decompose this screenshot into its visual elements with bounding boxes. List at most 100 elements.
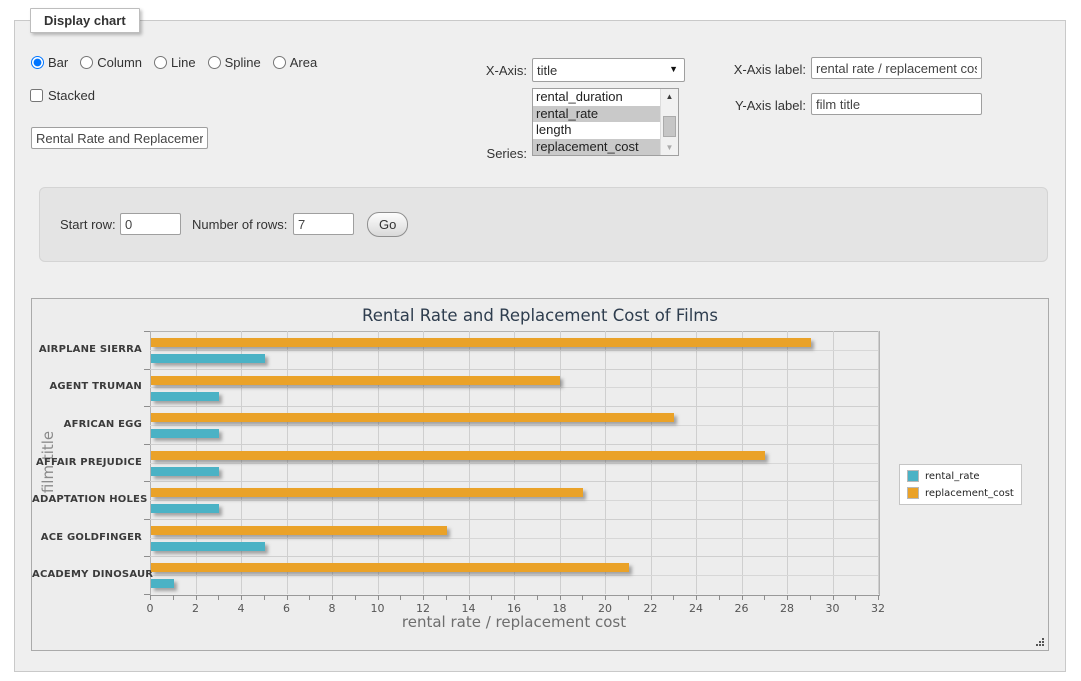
x-axis-tick	[855, 595, 856, 600]
gridline-horizontal-center	[150, 425, 878, 426]
chart-type-radio-label: Column	[97, 55, 142, 70]
bar-replacement_cost	[151, 338, 811, 347]
x-axis-tick	[173, 595, 174, 600]
x-axis-label-input[interactable]	[811, 57, 982, 79]
x-tick-label: 30	[818, 602, 848, 615]
x-axis-tick	[696, 595, 697, 600]
x-axis-tick	[673, 595, 674, 600]
chart-type-radio-spline[interactable]	[208, 56, 221, 69]
x-axis-tick	[810, 595, 811, 600]
x-axis-tick	[764, 595, 765, 600]
x-tick-label: 0	[135, 602, 165, 615]
x-tick-label: 26	[727, 602, 757, 615]
gridline-horizontal-center	[150, 387, 878, 388]
x-axis-caption: X-Axis:	[470, 63, 527, 78]
x-axis-title: rental rate / replacement cost	[150, 613, 878, 631]
x-axis-label-caption: X-Axis label:	[715, 62, 806, 77]
x-axis-tick	[150, 595, 151, 600]
y-axis-tick	[144, 481, 150, 482]
y-axis-tick	[144, 444, 150, 445]
legend-swatch-rental_rate	[907, 470, 919, 482]
resize-grip-icon[interactable]	[1042, 644, 1044, 646]
x-tick-label: 12	[408, 602, 438, 615]
y-axis-tick	[144, 369, 150, 370]
x-axis-tick	[560, 595, 561, 600]
x-axis-select[interactable]: title	[532, 58, 685, 82]
chart-type-radio-area[interactable]	[273, 56, 286, 69]
gridline-horizontal-center	[150, 350, 878, 351]
gridline-horizontal-center	[150, 500, 878, 501]
chart-title: Rental Rate and Replacement Cost of Film…	[32, 306, 1048, 325]
series-listbox[interactable]: rental_durationrental_ratelengthreplacem…	[532, 88, 679, 156]
chart-type-radio-column[interactable]	[80, 56, 93, 69]
stacked-checkbox[interactable]	[30, 89, 43, 102]
series-option-rental_duration[interactable]: rental_duration	[533, 89, 661, 106]
x-axis-tick	[218, 595, 219, 600]
y-axis-tick	[144, 556, 150, 557]
chart-type-radio-line[interactable]	[154, 56, 167, 69]
bar-rental_rate	[151, 467, 219, 476]
bar-rental_rate	[151, 429, 219, 438]
legend-item: replacement_cost	[907, 487, 1014, 499]
chart-type-radio-label: Bar	[48, 55, 68, 70]
start-row-input[interactable]	[120, 213, 181, 235]
chart-type-radio-label: Area	[290, 55, 317, 70]
bar-replacement_cost	[151, 488, 583, 497]
x-axis-tick	[878, 595, 879, 600]
y-axis-tick	[144, 331, 150, 332]
chart-type-radios: Bar Column Line Spline Area	[31, 55, 317, 70]
chart-type-option-column: Column	[80, 55, 142, 70]
series-scrollbar: ▲ ▼	[660, 89, 678, 155]
chart-type-option-bar: Bar	[31, 55, 68, 70]
stacked-label: Stacked	[48, 88, 95, 103]
chart-type-radio-bar[interactable]	[31, 56, 44, 69]
x-axis-select-wrap: title ▼	[532, 58, 685, 82]
x-tick-label: 10	[363, 602, 393, 615]
y-axis-tick	[144, 594, 150, 595]
scroll-down-icon[interactable]: ▼	[661, 140, 678, 155]
gridline-horizontal	[150, 519, 878, 520]
series-caption: Series:	[470, 146, 527, 161]
x-axis-tick	[355, 595, 356, 600]
x-tick-label: 4	[226, 602, 256, 615]
gridline-horizontal	[150, 369, 878, 370]
x-tick-label: 14	[454, 602, 484, 615]
chart-type-option-spline: Spline	[208, 55, 261, 70]
category-label: ACE GOLDFINGER	[32, 532, 142, 543]
row-range-panel: Start row: Number of rows: Go	[39, 187, 1048, 262]
go-button[interactable]: Go	[367, 212, 408, 237]
legend-label: rental_rate	[925, 471, 980, 482]
num-rows-input[interactable]	[293, 213, 354, 235]
y-axis-tick	[144, 519, 150, 520]
x-tick-label: 32	[863, 602, 893, 615]
category-label: AIRPLANE SIERRA	[32, 344, 142, 355]
y-axis-label-input[interactable]	[811, 93, 982, 115]
x-axis-tick	[309, 595, 310, 600]
scrollbar-thumb[interactable]	[663, 116, 676, 137]
legend-swatch-replacement_cost	[907, 487, 919, 499]
scroll-up-icon[interactable]: ▲	[661, 89, 678, 104]
chart-title-input[interactable]	[31, 127, 208, 149]
x-axis-tick	[196, 595, 197, 600]
series-option-rental_rate[interactable]: rental_rate	[533, 106, 661, 123]
x-axis-tick	[469, 595, 470, 600]
chart-type-radio-label: Line	[171, 55, 196, 70]
x-axis-tick	[446, 595, 447, 600]
series-option-replacement_cost[interactable]: replacement_cost	[533, 139, 661, 156]
gridline-horizontal	[150, 406, 878, 407]
bar-replacement_cost	[151, 451, 765, 460]
chart-type-option-line: Line	[154, 55, 196, 70]
x-tick-label: 22	[636, 602, 666, 615]
x-axis-tick	[332, 595, 333, 600]
chart-container: Rental Rate and Replacement Cost of Film…	[31, 298, 1049, 651]
x-tick-label: 2	[181, 602, 211, 615]
series-option-length[interactable]: length	[533, 122, 661, 139]
bar-replacement_cost	[151, 563, 629, 572]
display-chart-legend: Display chart	[30, 8, 140, 33]
x-tick-label: 18	[545, 602, 575, 615]
bar-rental_rate	[151, 504, 219, 513]
x-tick-label: 8	[317, 602, 347, 615]
start-row-caption: Start row:	[60, 217, 116, 232]
category-label: ADAPTATION HOLES	[32, 494, 142, 505]
bar-rental_rate	[151, 392, 219, 401]
